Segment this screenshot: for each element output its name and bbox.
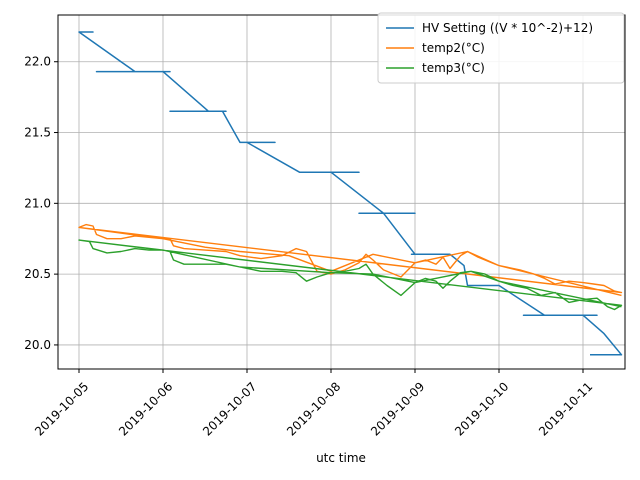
x-axis-label: utc time	[316, 451, 366, 465]
y-tick-label: 22.0	[24, 55, 51, 69]
series-line-0	[78, 31, 623, 356]
legend-box	[377, 12, 625, 84]
y-tick-label: 21.5	[24, 126, 51, 140]
series-lines	[78, 31, 623, 356]
legend-label-2: temp3(°C)	[422, 61, 485, 75]
legend-label-1: temp2(°C)	[422, 41, 485, 55]
y-tick-label: 20.0	[24, 338, 51, 352]
series-line-2	[78, 239, 623, 311]
y-axis: 20.0 20.5 21.0 21.5 22.0	[24, 55, 58, 352]
legend-label-0: HV Setting ((V * 10^-2)+12)	[422, 21, 593, 35]
y-tick-label: 21.0	[24, 196, 51, 210]
series-line-1	[78, 223, 623, 297]
grid	[58, 15, 625, 369]
legend: HV Setting ((V * 10^-2)+12) temp2(°C) temp…	[377, 12, 625, 84]
plot-frame	[57, 14, 626, 370]
y-tick-label: 20.5	[24, 267, 51, 281]
